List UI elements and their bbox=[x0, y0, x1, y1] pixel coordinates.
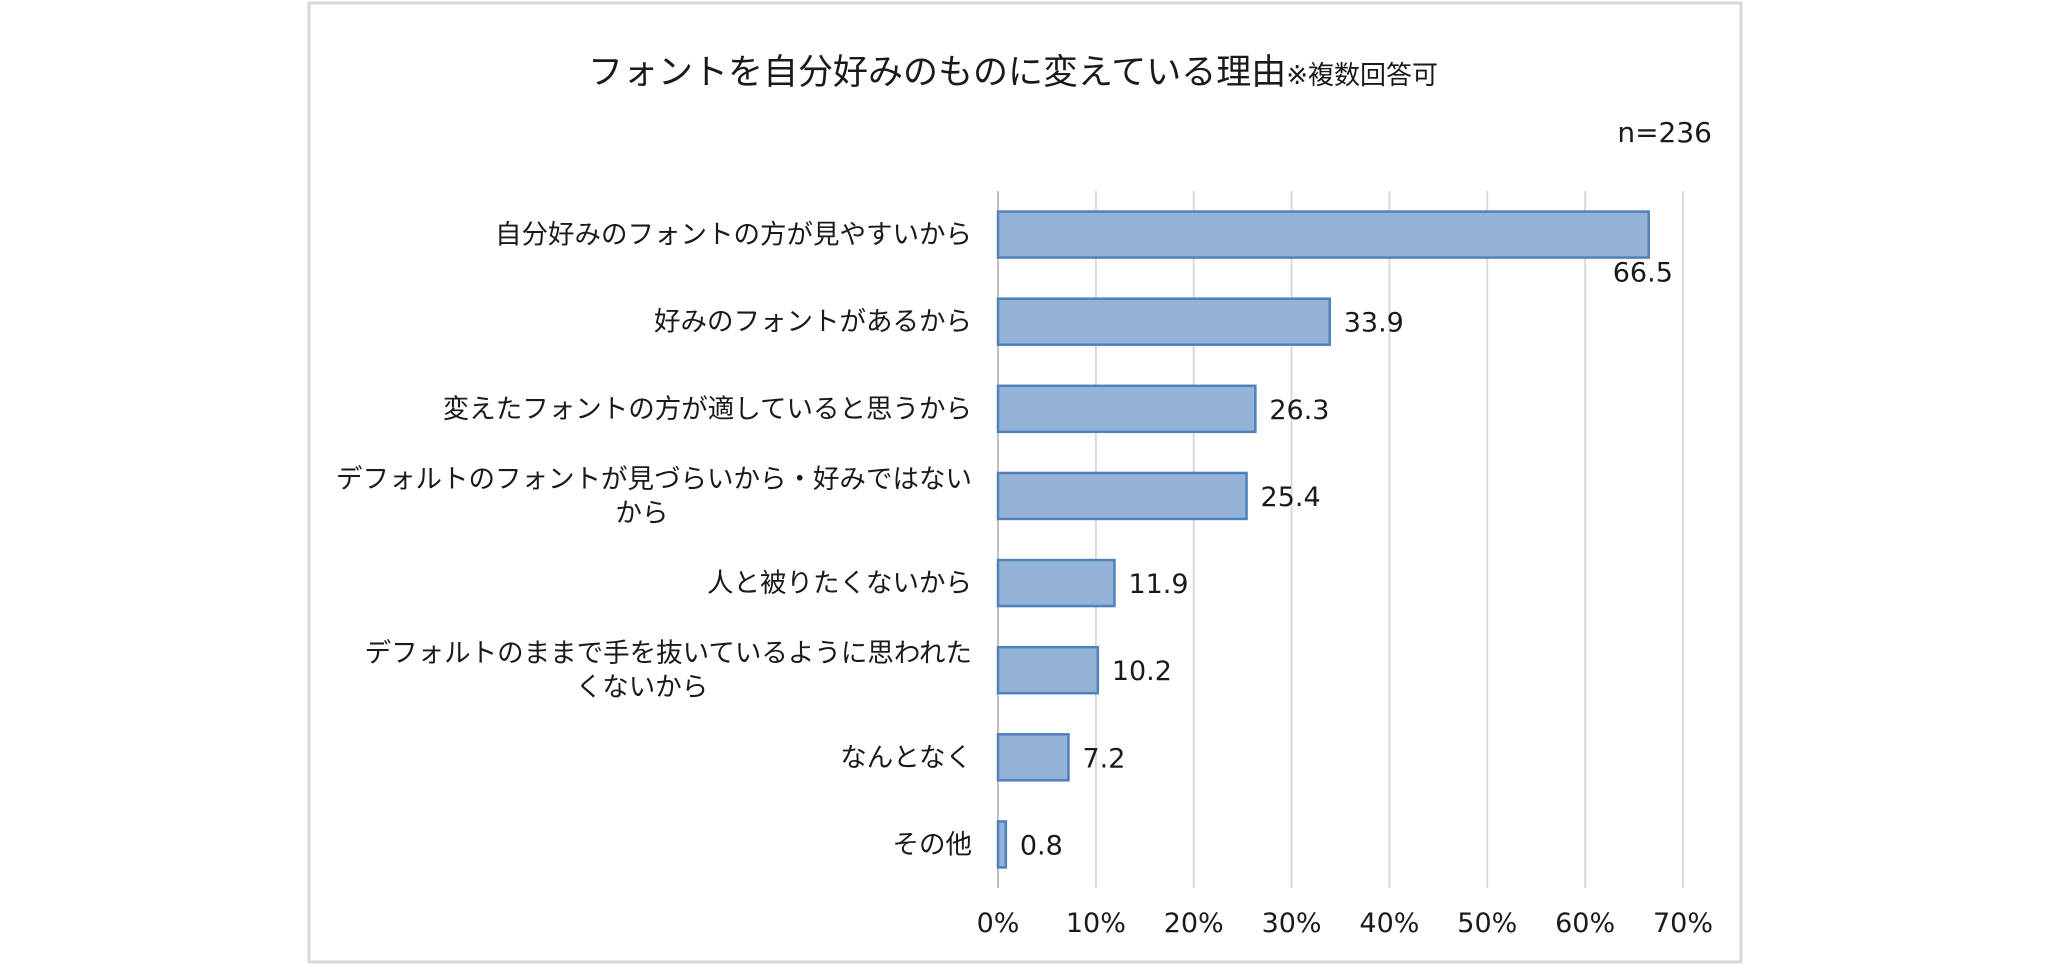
category-label: 人と被りたくないから bbox=[707, 568, 972, 599]
category-label-line: デフォルトのフォントが見づらいから・好みではない bbox=[336, 464, 972, 495]
x-tick-label: 30% bbox=[1262, 908, 1322, 939]
category-label-line: デフォルトのままで手を抜いているように思われた bbox=[365, 638, 972, 669]
category-label-line: くないから bbox=[576, 672, 709, 703]
bar bbox=[996, 384, 1257, 434]
category-label: その他 bbox=[893, 829, 973, 860]
bar bbox=[996, 210, 1650, 259]
data-label: 26.3 bbox=[1269, 395, 1329, 426]
x-tick-label: 20% bbox=[1164, 908, 1224, 939]
data-label: 11.9 bbox=[1128, 569, 1188, 600]
category-label: 好みのフォントがあるから bbox=[654, 307, 972, 338]
x-tick-label: 60% bbox=[1555, 908, 1615, 939]
bar bbox=[996, 558, 1116, 608]
category-label: 自分好みのフォントの方が見やすいから bbox=[495, 220, 972, 251]
bar bbox=[996, 471, 1248, 521]
bar bbox=[996, 645, 1100, 695]
data-label: 25.4 bbox=[1261, 482, 1321, 513]
bar bbox=[996, 733, 1070, 782]
data-label: 7.2 bbox=[1082, 743, 1125, 774]
bar bbox=[996, 820, 1008, 869]
x-tick-label: 10% bbox=[1066, 908, 1126, 939]
category-label: デフォルトのままで手を抜いているように思われたくないから bbox=[365, 638, 972, 703]
data-label: 0.8 bbox=[1020, 830, 1063, 861]
x-tick-label: 0% bbox=[977, 908, 1020, 939]
category-label: デフォルトのフォントが見づらいから・好みではないから bbox=[336, 464, 972, 529]
sample-size: n=236 bbox=[1617, 116, 1712, 149]
x-tick-label: 50% bbox=[1457, 908, 1517, 939]
data-label: 10.2 bbox=[1112, 656, 1172, 687]
category-label: 変えたフォントの方が適していると思うから bbox=[443, 394, 972, 425]
data-label: 33.9 bbox=[1344, 308, 1404, 339]
bar bbox=[996, 297, 1331, 346]
chart-title: フォントを自分好みのものに変えている理由※複数回答可 bbox=[588, 53, 1438, 93]
chart-title-note: ※複数回答可 bbox=[1286, 61, 1438, 91]
category-label-line: から bbox=[616, 498, 669, 529]
data-label: 66.5 bbox=[1613, 258, 1673, 289]
category-label: なんとなく bbox=[840, 742, 972, 773]
x-tick-label: 70% bbox=[1653, 908, 1713, 939]
chart-title-main: フォントを自分好みのものに変えている理由 bbox=[588, 53, 1286, 93]
x-tick-label: 40% bbox=[1359, 908, 1419, 939]
